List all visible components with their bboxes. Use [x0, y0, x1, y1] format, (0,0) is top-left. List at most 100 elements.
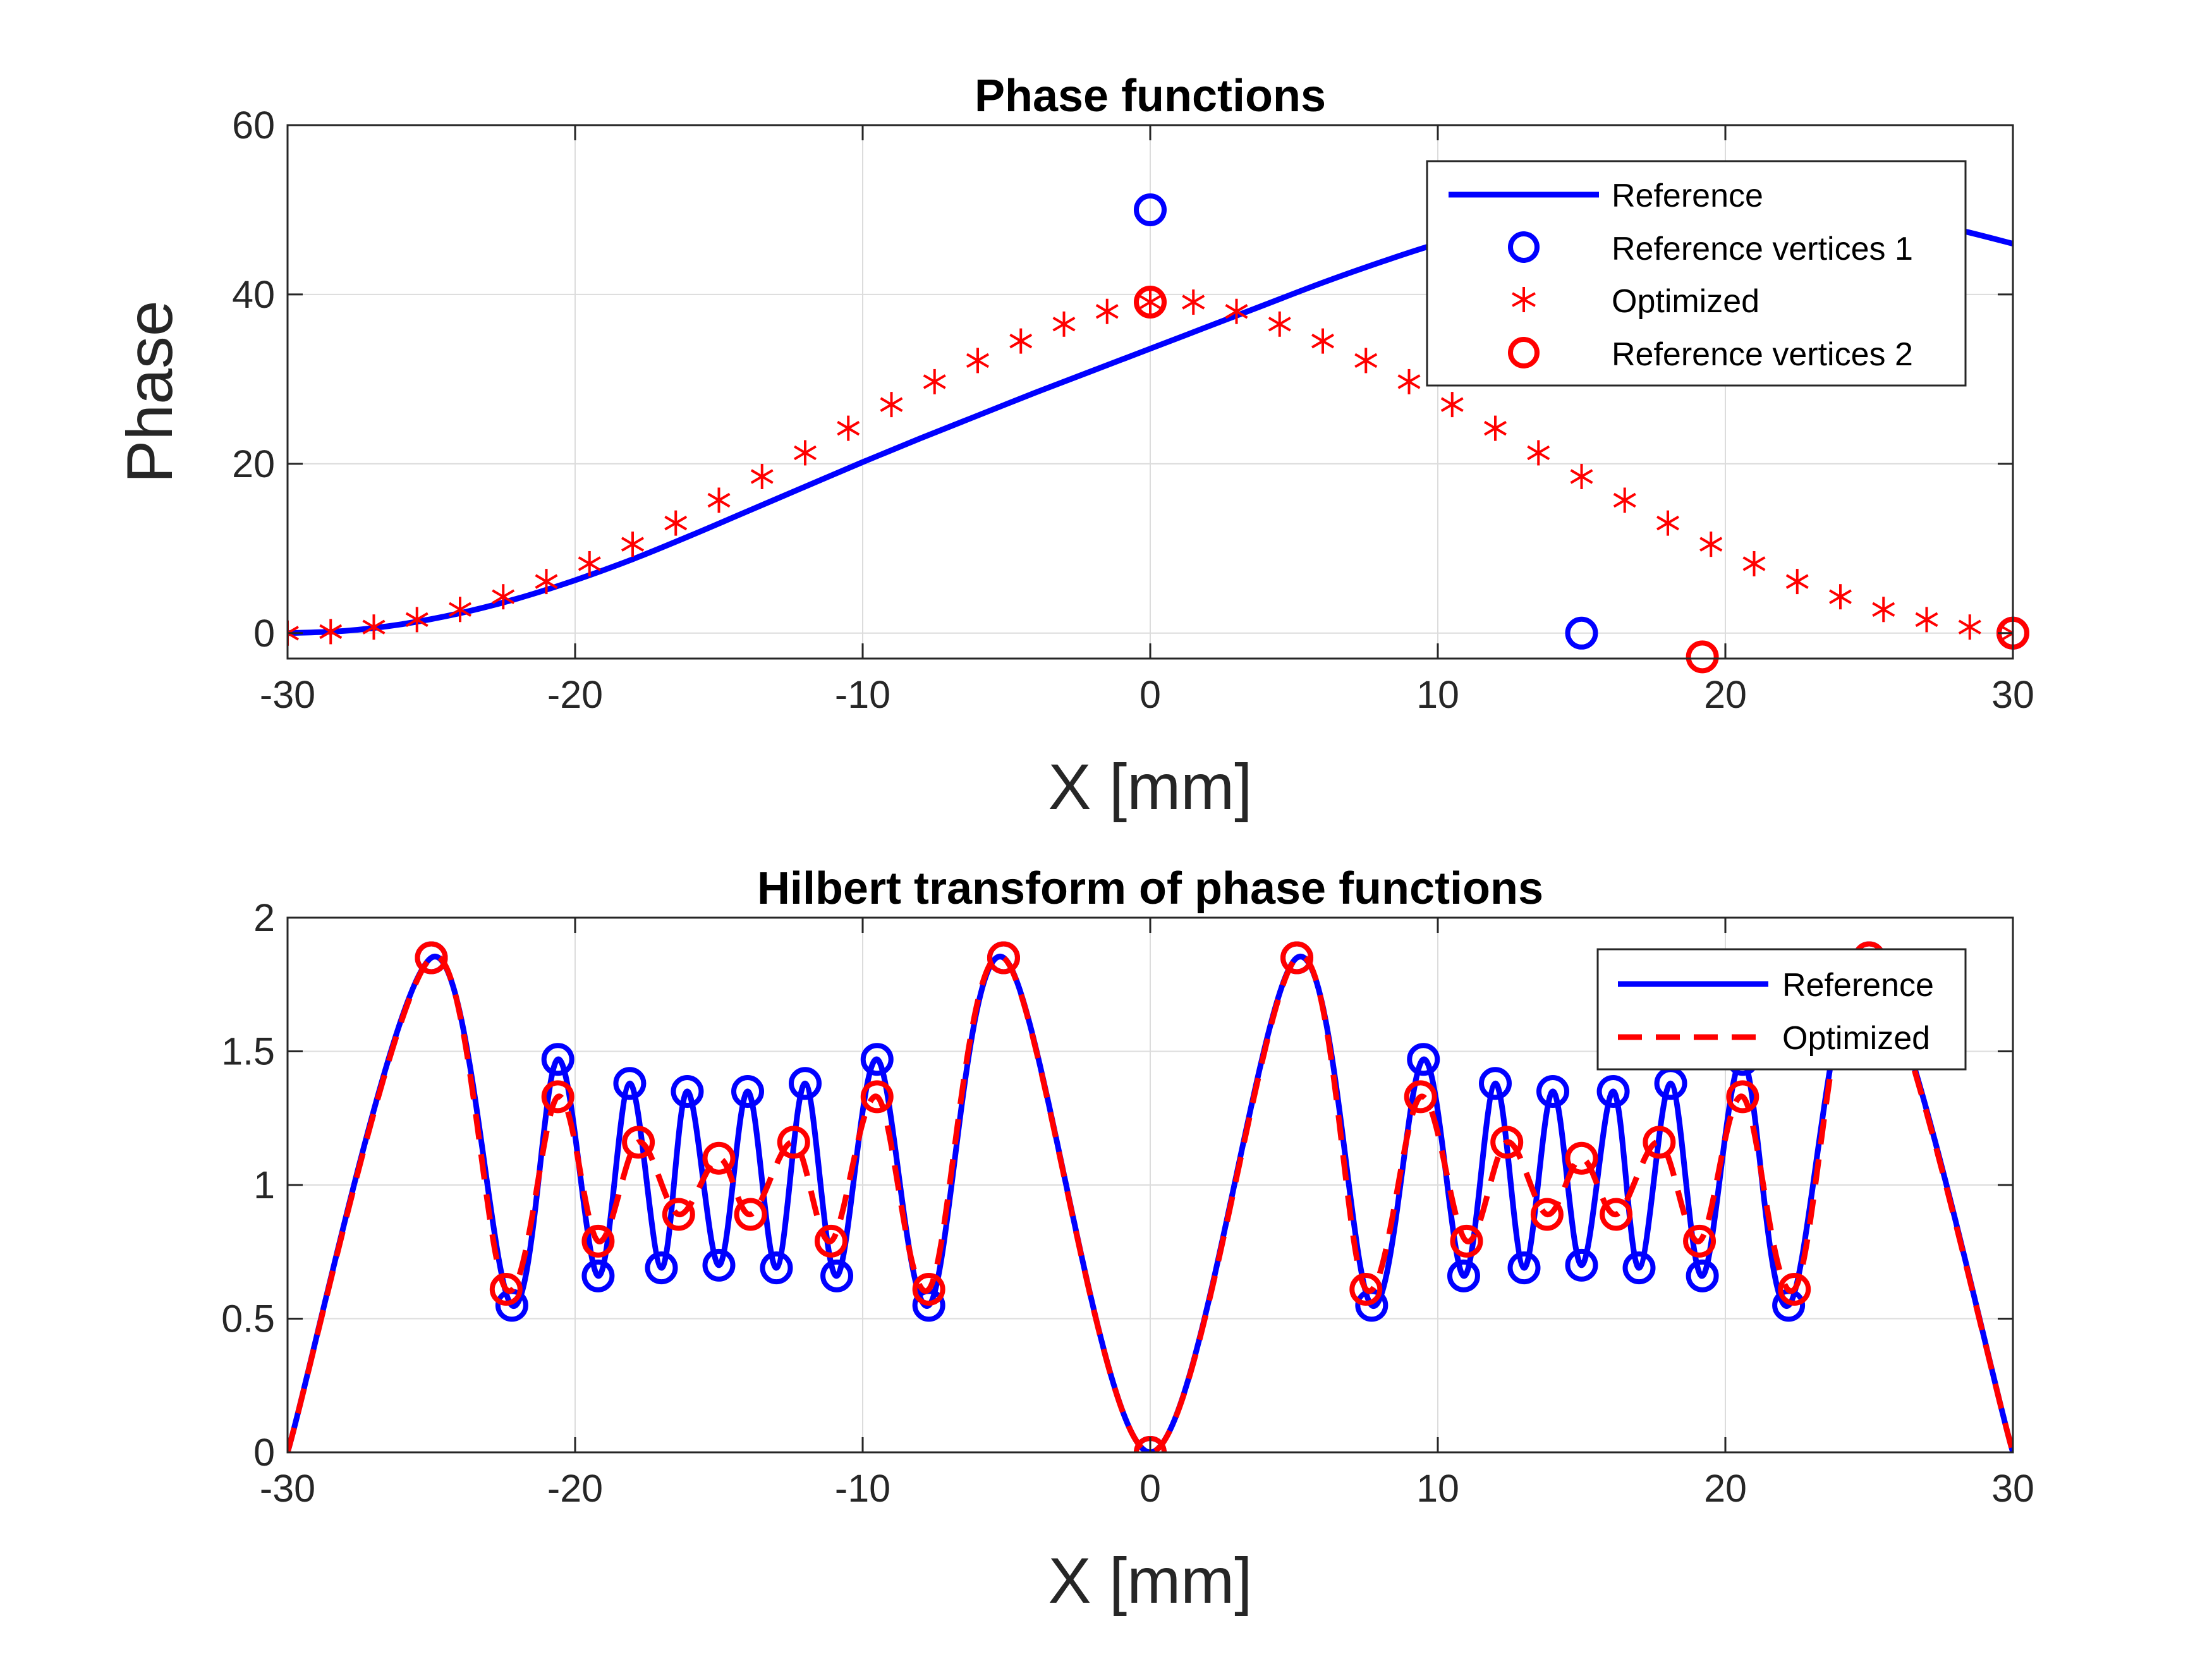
phase-series-optimized-marker: [1828, 584, 1852, 610]
phase-chart-title: Phase functions: [975, 71, 1326, 121]
phase-ticks: -30 -20 -10 0 10 20 30 0 20 40 60: [232, 104, 2034, 716]
legend-hilbert-optimized-label: Optimized: [1782, 1020, 1930, 1057]
phase-series-optimized-marker: [707, 487, 731, 513]
phase-y-tick-label: 0: [253, 612, 275, 655]
hilbert-series-reference-vertex-marker: [1479, 1067, 1512, 1100]
hilbert-series-reference-vertex-marker: [581, 1259, 615, 1292]
hilbert-x-tick-label: 10: [1416, 1467, 1459, 1510]
hilbert-series-group: [288, 941, 2013, 1452]
hilbert-series-optimized-vertex-marker: [622, 1126, 655, 1159]
hilbert-x-tick-label: -30: [260, 1467, 315, 1510]
phase-series-optimized-marker: [1354, 348, 1378, 374]
phase-series-optimized-marker: [1872, 597, 1895, 623]
phase-series-optimized-marker: [1052, 311, 1076, 337]
phase-series-optimized-marker: [1527, 440, 1550, 466]
phase-series-optimized-marker: [448, 597, 472, 623]
phase-series-optimized-marker: [2001, 620, 2013, 646]
phase-x-tick-label: 0: [1139, 673, 1161, 716]
phase-series-reference-vertices-1-marker: [1134, 193, 1167, 226]
hilbert-transform-axes: -30 -20 -10 0 10 20 30 0 0.5 1 1.5 2 Hilbert transf…: [221, 863, 2034, 1617]
hilbert-series-optimized-vertex-marker: [1450, 1224, 1483, 1258]
hilbert-series-reference-line: [288, 954, 2013, 1452]
hilbert-series-reference-vertex-marker: [1507, 1251, 1541, 1285]
phase-y-tick-label: 20: [232, 442, 275, 485]
hilbert-series-optimized-vertex-marker: [1404, 1080, 1437, 1114]
phase-series-optimized-marker: [1570, 463, 1593, 489]
legend-hilbert-reference-label: Reference: [1782, 967, 1934, 1004]
phase-x-axis-label: X [mm]: [1048, 751, 1253, 823]
phase-series-optimized-marker: [880, 392, 903, 418]
phase-series-optimized-marker: [362, 614, 386, 640]
phase-x-tick-label: -30: [260, 673, 315, 716]
hilbert-plot-area: [288, 941, 2013, 1452]
phase-series-optimized-marker: [1958, 614, 1981, 640]
phase-series-optimized-marker: [1397, 368, 1421, 394]
phase-x-tick-label: 20: [1704, 673, 1747, 716]
hilbert-series-optimized-vertex-marker: [415, 941, 448, 975]
hilbert-series-reference-vertex-marker: [541, 1043, 574, 1076]
legend-optimized-label: Optimized: [1612, 283, 1759, 320]
phase-series-optimized-marker: [492, 584, 515, 610]
phase-series-optimized-marker: [1138, 289, 1162, 315]
phase-series-optimized-marker: [1440, 392, 1464, 418]
phase-series-optimized-marker: [405, 607, 428, 633]
phase-series-reference-vertices-1-marker: [1565, 616, 1598, 650]
hilbert-series-reference-vertex-marker: [760, 1251, 793, 1285]
phase-series-optimized-marker: [1009, 328, 1033, 354]
hilbert-series-optimized-vertex-marker: [1726, 1080, 1759, 1114]
hilbert-series-reference-vertex-marker: [671, 1074, 704, 1108]
hilbert-y-tick-label: 0.5: [221, 1297, 275, 1340]
hilbert-series-reference-vertex-marker: [731, 1074, 764, 1108]
hilbert-x-axis-label: X [mm]: [1048, 1545, 1253, 1617]
phase-series-optimized-marker: [1182, 289, 1205, 315]
hilbert-series-optimized-vertex-marker: [1490, 1126, 1524, 1159]
hilbert-series-optimized-vertex-marker: [912, 1272, 945, 1306]
hilbert-ticks: -30 -20 -10 0 10 20 30 0 0.5 1 1.5 2: [221, 896, 2034, 1510]
hilbert-series-optimized-vertex-marker: [1778, 1272, 1811, 1306]
hilbert-series-reference-vertex-marker: [702, 1248, 736, 1282]
hilbert-series-reference-vertex-marker: [1622, 1251, 1656, 1285]
hilbert-series-reference-vertex-marker: [645, 1251, 678, 1285]
phase-series-optimized-marker: [535, 569, 558, 595]
legend-ref-vertices-2-label: Reference vertices 2: [1612, 336, 1913, 373]
phase-series-reference-vertices-2-marker: [1134, 285, 1167, 319]
hilbert-series-optimized-vertex-marker: [1683, 1224, 1717, 1258]
phase-series-optimized-marker: [837, 415, 860, 441]
hilbert-legend-box: [1596, 948, 1967, 1071]
hilbert-series-reference-vertex-marker: [820, 1259, 854, 1292]
legend-ref-vertices-1-swatch: [1508, 231, 1540, 263]
phase-series-optimized-marker: [1311, 328, 1335, 354]
hilbert-series-reference-vertex-marker: [860, 1043, 894, 1076]
phase-series-optimized-marker: [923, 368, 946, 394]
legend-reference-label: Reference: [1612, 178, 1763, 214]
hilbert-series-optimized-line: [288, 953, 2013, 1452]
phase-series-optimized-marker: [664, 510, 688, 536]
phase-legend-box: [1426, 160, 1967, 387]
legend-ref-vertices-1-label: Reference vertices 1: [1612, 231, 1913, 267]
hilbert-series-optimized-vertex-marker: [860, 1080, 894, 1114]
phase-series-optimized-marker: [1225, 298, 1248, 324]
hilbert-series-optimized-vertex-marker: [1530, 1198, 1564, 1231]
phase-series-optimized-marker: [578, 550, 601, 576]
hilbert-series-reference-vertex-marker: [789, 1067, 822, 1100]
hilbert-y-tick-label: 0: [253, 1431, 275, 1474]
hilbert-series-optimized-vertex-marker: [1643, 1126, 1676, 1159]
phase-series-optimized-marker: [1656, 510, 1680, 536]
phase-series-optimized-marker: [319, 619, 343, 645]
phase-y-tick-label: 60: [232, 104, 275, 147]
hilbert-series-optimized-vertex-marker: [1565, 1141, 1598, 1175]
phase-legend: Reference Reference vertices 1 Optimized…: [1426, 160, 1967, 387]
hilbert-series-optimized-vertex-marker: [581, 1224, 615, 1258]
legend-optimized-star-swatch: [1512, 287, 1536, 312]
phase-x-tick-label: -10: [835, 673, 890, 716]
phase-series-optimized-marker: [750, 463, 774, 489]
phase-series-optimized-marker: [1785, 569, 1809, 595]
hilbert-x-tick-label: -20: [547, 1467, 603, 1510]
hilbert-series-optimized-vertex-marker: [777, 1126, 810, 1159]
hilbert-series-optimized-vertex-marker: [1349, 1272, 1383, 1306]
phase-x-tick-label: 30: [1991, 673, 2034, 716]
hilbert-series-optimized-vertex-marker: [1280, 941, 1314, 975]
phase-x-tick-label: 10: [1416, 673, 1459, 716]
phase-series-optimized-marker: [1915, 607, 1938, 633]
